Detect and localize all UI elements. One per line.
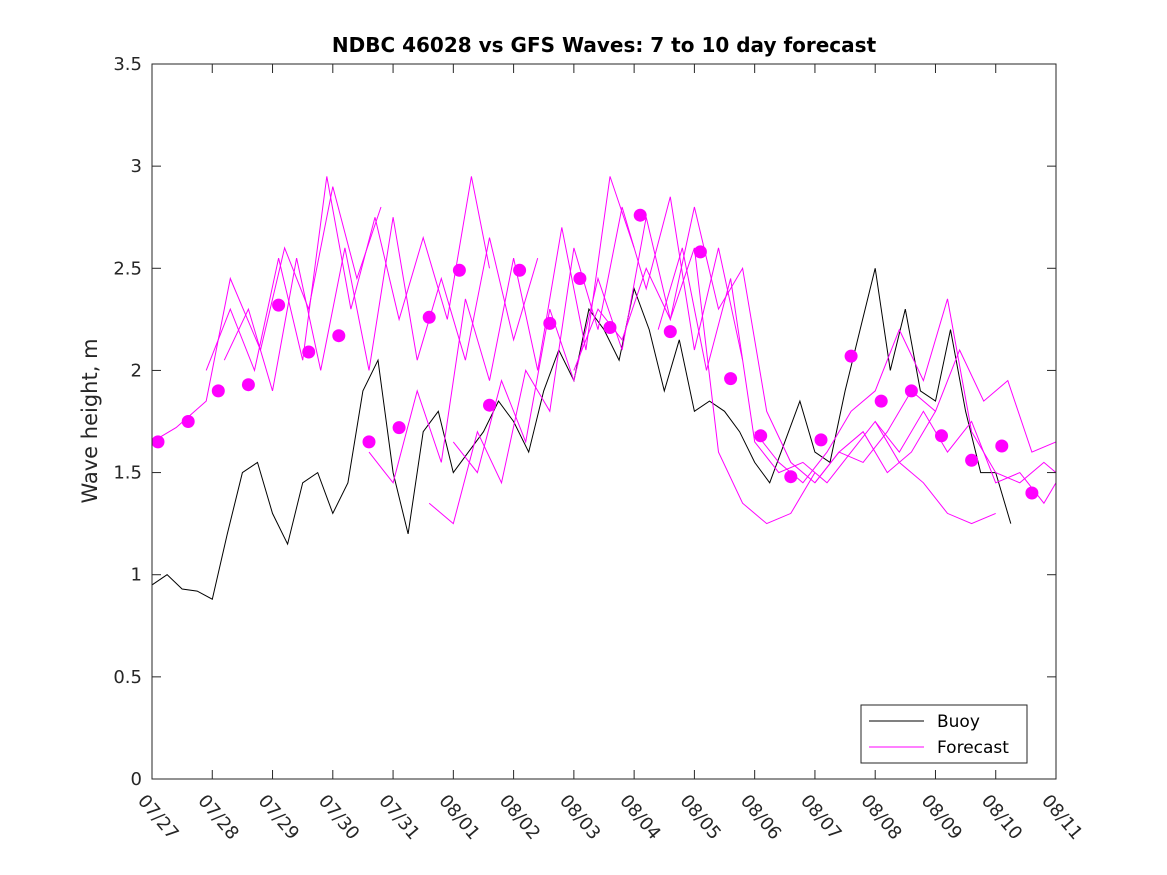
series-line-forecast-run-9 <box>754 298 1057 484</box>
x-tick-label: 08/03 <box>555 791 604 844</box>
forecast-point <box>483 398 496 412</box>
y-tick-label: 2.5 <box>113 258 142 279</box>
series-line-forecast-run-6 <box>452 217 816 525</box>
series-line-forecast-run-7 <box>573 206 936 484</box>
forecast-point <box>452 263 466 277</box>
forecast-point <box>422 310 436 324</box>
x-tick-label: 07/29 <box>254 791 303 844</box>
x-tick-label: 07/28 <box>193 791 242 844</box>
x-tick-label: 08/04 <box>615 791 664 844</box>
forecast-point <box>513 263 527 277</box>
series-line-forecast-run-5 <box>428 196 744 525</box>
y-axis-label: Wave height, m <box>78 338 102 503</box>
forecast-point <box>603 321 617 334</box>
forecast-point <box>241 378 255 392</box>
chart-title: NDBC 46028 vs GFS Waves: 7 to 10 day for… <box>332 33 877 57</box>
x-tick-label: 08/08 <box>856 791 905 844</box>
y-tick-label: 0 <box>131 769 142 790</box>
forecast-point <box>151 435 165 449</box>
legend: Buoy Forecast <box>860 704 1028 764</box>
series-line-forecast-run-2 <box>205 176 490 373</box>
series-line-forecast-run-3 <box>223 217 539 392</box>
x-tick-label: 08/02 <box>495 791 544 844</box>
series-line-forecast-run-4 <box>368 176 635 484</box>
x-tick-label: 08/07 <box>796 791 845 844</box>
legend-box <box>860 704 1028 764</box>
forecast-point <box>693 245 707 259</box>
forecast-point <box>965 453 979 467</box>
forecast-point <box>633 208 647 222</box>
forecast-point <box>995 439 1009 453</box>
forecast-point <box>663 325 677 339</box>
y-tick-label: 1.5 <box>113 463 142 484</box>
x-tick-label: 07/27 <box>133 791 182 844</box>
series-layer <box>151 176 1057 600</box>
plot-area <box>152 64 1056 779</box>
forecast-point <box>543 316 557 330</box>
forecast-point <box>904 384 918 398</box>
forecast-point <box>874 394 888 408</box>
forecast-point <box>935 429 948 443</box>
legend-buoy-label: Buoy <box>937 712 980 732</box>
forecast-point <box>362 435 376 449</box>
y-tick-label: 2 <box>131 360 142 381</box>
x-tick-label: 07/31 <box>374 791 423 844</box>
y-tick-label: 1 <box>131 565 142 586</box>
marker-layer <box>151 208 1039 500</box>
forecast-point <box>272 298 286 312</box>
series-line-forecast-run-1 <box>151 186 382 443</box>
forecast-point <box>814 433 828 447</box>
legend-forecast-label: Forecast <box>937 738 1009 758</box>
forecast-point <box>573 272 587 285</box>
forecast-point <box>211 384 225 398</box>
forecast-point <box>302 345 316 359</box>
series-line-forecast-run-8 <box>657 247 996 525</box>
x-tick-label: 08/10 <box>977 791 1026 844</box>
x-tick-label: 08/05 <box>676 791 725 844</box>
forecast-point <box>332 329 346 343</box>
y-tick-label: 0.5 <box>113 667 142 688</box>
forecast-point <box>844 349 858 363</box>
y-tick-label: 3 <box>131 156 142 177</box>
forecast-point <box>724 372 738 386</box>
x-tick-label: 08/09 <box>917 791 966 844</box>
series-line-forecast-run-10 <box>814 348 1057 484</box>
x-tick-label: 08/11 <box>1037 791 1086 844</box>
x-tick-label: 08/01 <box>434 791 483 844</box>
forecast-point <box>181 415 195 428</box>
forecast-point <box>784 470 798 484</box>
axes-box <box>151 63 1057 780</box>
x-tick-label: 07/30 <box>314 791 363 844</box>
forecast-point <box>754 429 768 443</box>
forecast-point <box>392 421 406 435</box>
x-tick-label: 08/06 <box>736 791 785 844</box>
series-line-buoy <box>151 268 1012 600</box>
forecast-point <box>1025 486 1039 500</box>
y-tick-label: 3.5 <box>113 54 142 75</box>
